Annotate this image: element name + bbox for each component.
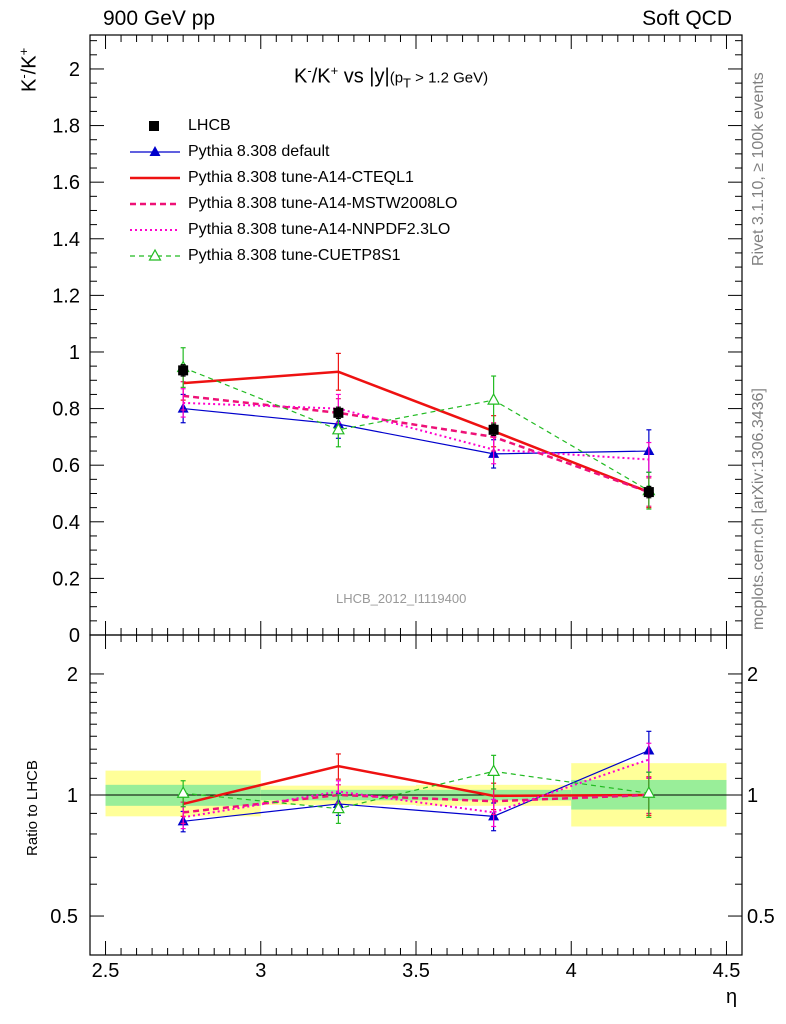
main-line-3 (183, 394, 650, 494)
ratio-line-4 (183, 770, 649, 810)
ratio-point-4-3 (642, 786, 656, 798)
ratio-ytick-label-right-2: 2 (747, 664, 758, 686)
legend-label: LHCB (188, 117, 231, 134)
main-ytick-label-5: 1 (69, 342, 80, 364)
ratio-ytick-label-right-0: 0.5 (747, 906, 775, 928)
x-tick-label-0: 2.5 (92, 960, 120, 982)
ratio-y-axis-label: Ratio to LHCB (24, 760, 41, 856)
ratio-series-4 (176, 754, 656, 824)
main-ytick-label-3: 0.6 (52, 455, 80, 477)
ratio-point-4-2 (487, 764, 501, 776)
main-point-0-3 (643, 487, 654, 498)
ratio-line-1 (182, 764, 649, 806)
main-ytick-label-10: 2 (69, 59, 80, 81)
ratio-point-4-0 (176, 786, 190, 798)
mcplots-source-note: mcplots.cern.ch [arXiv:1306.3436] (750, 388, 767, 630)
main-point-0-2 (488, 424, 499, 435)
legend-marker-data (149, 121, 159, 131)
ratio-ytick-label-left-2: 2 (67, 664, 78, 686)
legend-entry: LHCB (130, 113, 457, 139)
main-point-0-0 (178, 365, 189, 376)
legend-label: Pythia 8.308 tune-CUETP8S1 (188, 247, 401, 264)
process-label: Soft QCD (642, 7, 732, 30)
legend-label: Pythia 8.308 tune-A14-MSTW2008LO (188, 195, 458, 212)
main-line-4 (183, 401, 649, 461)
main-point-0-1 (333, 407, 344, 418)
legend-symbol (130, 202, 180, 206)
analysis-id-watermark: LHCB_2012_I1119400 (336, 591, 467, 606)
main-line-5 (182, 366, 650, 492)
main-ytick-label-9: 1.8 (52, 116, 80, 138)
ratio-line-0 (183, 749, 650, 822)
main-point-5-2 (487, 392, 501, 405)
legend-symbol (130, 176, 180, 180)
main-ytick-label-1: 0.2 (52, 568, 80, 590)
main-ytick-label-6: 1.2 (52, 285, 80, 307)
rivet-version-note: Rivet 3.1.10, ≥ 100k events (750, 72, 767, 266)
legend-entry: Pythia 8.308 tune-A14-NNPDF2.3LO (130, 217, 457, 243)
legend-symbol (130, 229, 180, 231)
main-line-2 (183, 370, 650, 494)
legend-entry: Pythia 8.308 tune-CUETP8S1 (130, 243, 457, 269)
legend-entry: Pythia 8.308 tune-A14-MSTW2008LO (130, 191, 457, 217)
legend-label: Pythia 8.308 tune-A14-CTEQL1 (188, 169, 414, 186)
beam-energy-label: 900 GeV pp (103, 7, 216, 30)
main-line-1 (183, 407, 649, 455)
main-series-0 (178, 364, 654, 499)
main-ytick-label-0: 0 (69, 625, 80, 647)
legend-symbol (130, 248, 180, 261)
legend-label: Pythia 8.308 tune-A14-NNPDF2.3LO (188, 221, 451, 238)
ratio-ytick-label-right-1: 1 (747, 785, 758, 807)
ratio-ytick-label-left-0: 0.5 (50, 906, 78, 928)
legend-symbol (130, 146, 180, 156)
ratio-line-2 (183, 793, 649, 814)
legend: LHCB Pythia 8.308 default Pythia 8.308 tun… (130, 113, 457, 269)
main-point-5-1 (331, 422, 345, 435)
plot-title: K-/K+ vs |y|(pT > 1.2 GeV) (294, 63, 489, 91)
x-tick-label-3: 4 (566, 960, 577, 982)
legend-marker (148, 248, 162, 261)
x-tick-label-1: 3 (255, 960, 266, 982)
legend-entry: Pythia 8.308 default (130, 139, 457, 165)
main-ytick-label-4: 0.8 (52, 399, 80, 421)
x-tick-label-4: 4.5 (713, 960, 741, 982)
ratio-ytick-label-left-1: 1 (67, 785, 78, 807)
main-ytick-label-2: 0.4 (52, 512, 80, 534)
main-ytick-label-7: 1.4 (52, 229, 80, 251)
main-y-axis-label: K-/K+ (16, 47, 41, 92)
ratio-line-3 (182, 758, 650, 819)
x-axis-label: η (726, 986, 738, 1008)
legend-marker (149, 146, 161, 156)
main-ytick-label-8: 1.6 (52, 172, 80, 194)
ratio-point-4-1 (331, 801, 345, 814)
x-tick-label-2: 3.5 (402, 960, 430, 982)
main-series-2 (180, 352, 652, 509)
legend-entry: Pythia 8.308 tune-A14-CTEQL1 (130, 165, 457, 191)
legend-symbol (149, 121, 159, 131)
legend-label: Pythia 8.308 default (188, 143, 330, 160)
